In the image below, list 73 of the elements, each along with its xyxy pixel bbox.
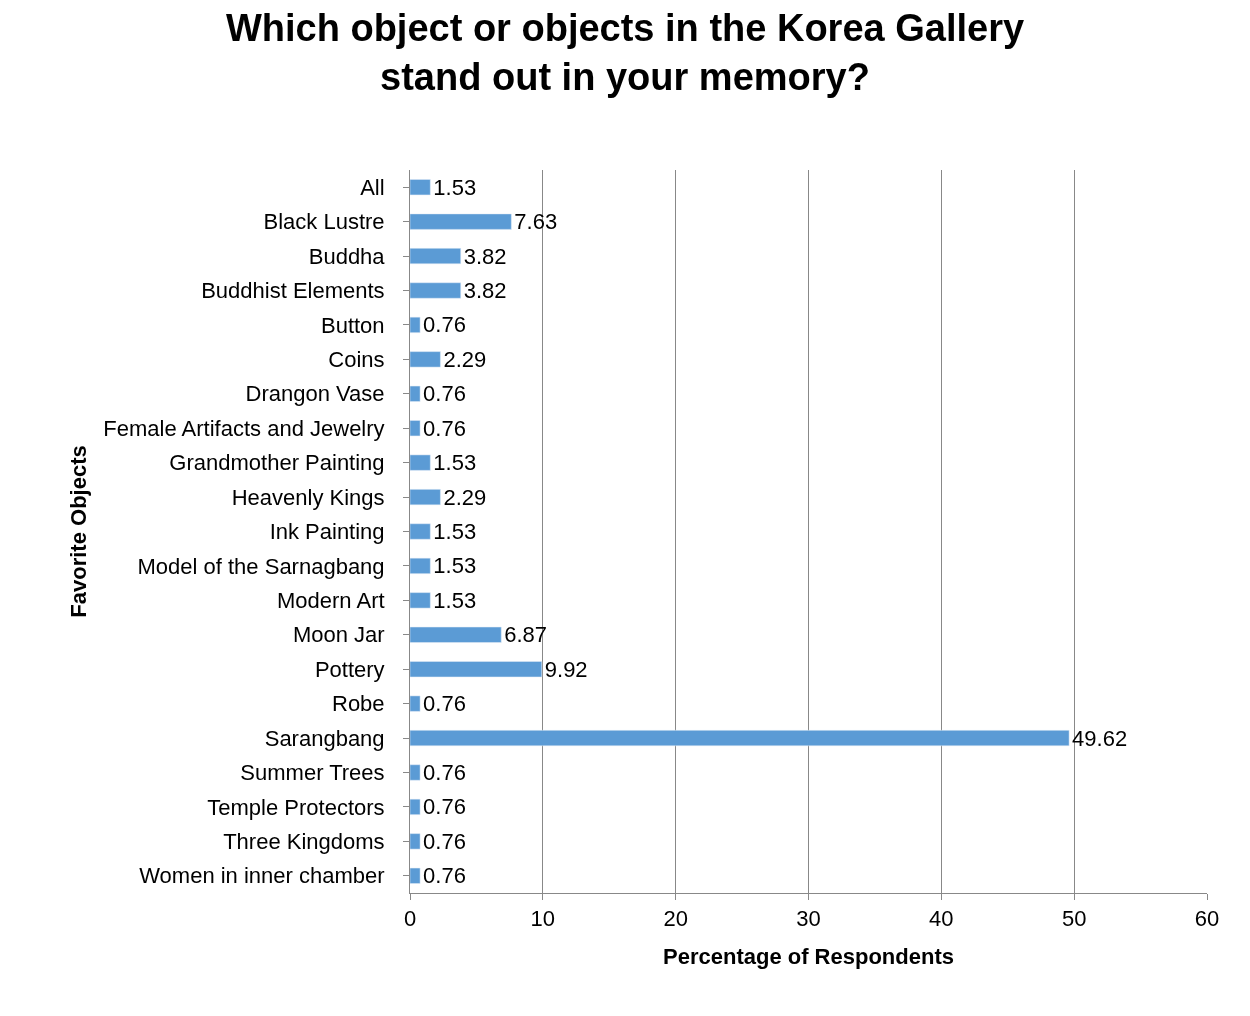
x-tick-label: 0 bbox=[403, 906, 417, 932]
y-tick-label: Summer Trees bbox=[240, 760, 385, 786]
bar bbox=[410, 351, 441, 368]
bar bbox=[410, 248, 461, 265]
y-tick-label: Coins bbox=[328, 347, 385, 373]
bar bbox=[410, 798, 421, 815]
y-tick-label: Buddha bbox=[308, 243, 386, 269]
y-tick-label: Three Kingdoms bbox=[223, 829, 385, 855]
y-tick-label: Women in inner chamber bbox=[139, 863, 385, 889]
bar bbox=[410, 179, 431, 196]
data-label: 0.76 bbox=[423, 760, 466, 785]
x-tick-label: 40 bbox=[929, 906, 954, 932]
data-label: 9.92 bbox=[544, 656, 588, 682]
bar bbox=[410, 592, 431, 609]
bar bbox=[410, 867, 421, 884]
bar bbox=[410, 282, 461, 299]
bar bbox=[410, 420, 421, 437]
data-label: 7.63 bbox=[514, 209, 558, 235]
chart-title: Which object or objects in the Korea Gallery stand out in your memory? bbox=[225, 6, 1025, 99]
bar bbox=[410, 213, 512, 230]
data-label: 0.76 bbox=[423, 794, 466, 820]
y-tick-label: Sarangbang bbox=[264, 725, 385, 751]
data-label: 0.76 bbox=[423, 691, 466, 717]
bar bbox=[410, 695, 421, 712]
x-tick-label: 50 bbox=[1061, 906, 1087, 932]
y-tick-label: Black Lustre bbox=[263, 209, 385, 235]
y-tick-label: Buddhist Elements bbox=[201, 278, 385, 304]
y-tick-label: Drangon Vase bbox=[245, 381, 385, 407]
y-tick-label: All bbox=[360, 174, 385, 200]
y-tick-label: Temple Protectors bbox=[207, 794, 385, 820]
bar bbox=[410, 316, 421, 333]
data-label: 3.82 bbox=[463, 278, 507, 303]
data-label: 6.87 bbox=[504, 622, 548, 648]
data-label: 0.76 bbox=[423, 381, 466, 407]
y-tick-label: Modern Art bbox=[276, 588, 385, 614]
data-label: 1.53 bbox=[433, 450, 477, 476]
y-tick-label: Heavenly Kings bbox=[231, 484, 385, 510]
data-label: 49.62 bbox=[1072, 725, 1128, 751]
data-label: 2.29 bbox=[443, 484, 487, 510]
bar bbox=[410, 385, 421, 402]
data-label: 3.82 bbox=[463, 243, 507, 269]
bar bbox=[410, 626, 502, 643]
y-tick-label: Button bbox=[320, 312, 385, 338]
data-label: 0.76 bbox=[423, 415, 466, 441]
bar bbox=[410, 557, 431, 574]
bar bbox=[410, 661, 543, 678]
y-tick-label: Female Artifacts and Jewelry bbox=[103, 415, 385, 441]
x-axis-title: Percentage of Respondents bbox=[663, 944, 954, 970]
y-tick-label: Ink Painting bbox=[269, 519, 385, 545]
bar bbox=[410, 833, 421, 850]
y-tick-label: Moon Jar bbox=[292, 622, 385, 648]
data-label: 1.53 bbox=[433, 587, 477, 613]
y-tick-label: Robe bbox=[332, 691, 385, 717]
data-label: 1.53 bbox=[433, 519, 477, 544]
x-tick-label: 20 bbox=[663, 906, 688, 932]
bar bbox=[410, 764, 421, 781]
y-tick-label: Model of the Sarnagbang bbox=[137, 553, 385, 579]
bar bbox=[410, 523, 431, 540]
y-axis-title: Favorite Objects bbox=[66, 445, 92, 618]
data-label: 1.53 bbox=[433, 174, 477, 200]
bar bbox=[410, 454, 431, 471]
x-tick-label: 30 bbox=[796, 906, 821, 932]
data-label: 1.53 bbox=[433, 553, 477, 579]
data-label: 0.76 bbox=[423, 828, 466, 854]
data-label: 0.76 bbox=[423, 312, 466, 338]
y-tick-label: Grandmother Painting bbox=[169, 450, 385, 476]
x-tick-label: 60 bbox=[1194, 906, 1220, 932]
y-tick-label: Pottery bbox=[314, 656, 385, 682]
bar bbox=[410, 489, 441, 506]
x-tick-label: 10 bbox=[530, 906, 556, 932]
data-label: 2.29 bbox=[443, 346, 487, 372]
bar bbox=[410, 730, 1070, 747]
data-label: 0.76 bbox=[423, 863, 466, 889]
